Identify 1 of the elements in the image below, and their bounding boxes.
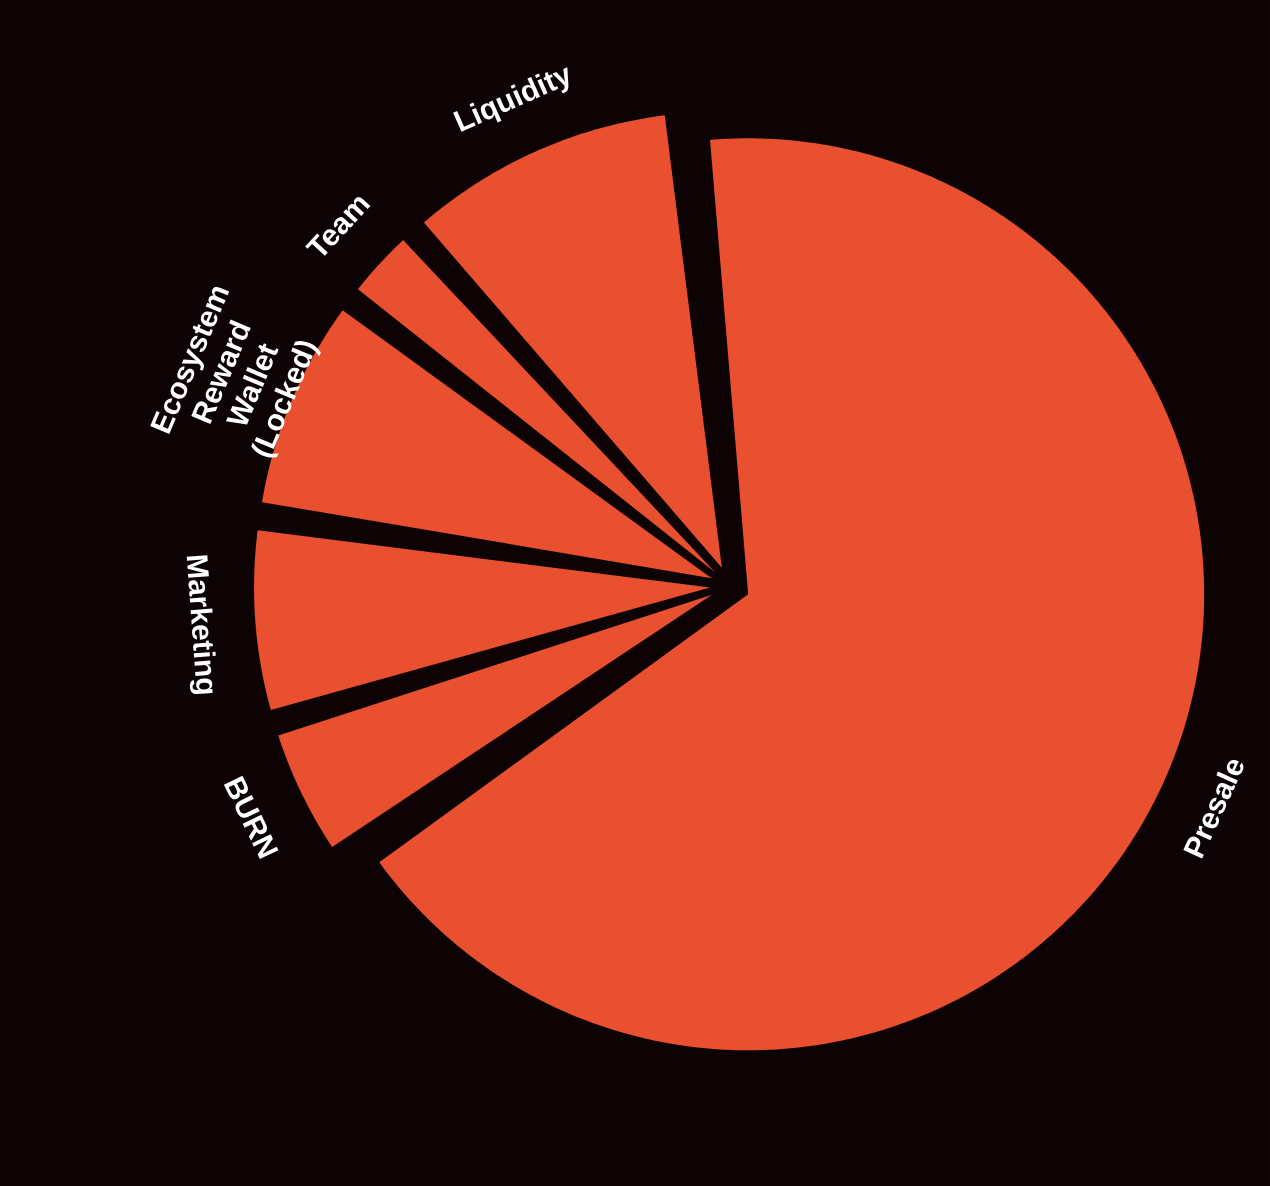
- slice-label: Marketing: [186, 555, 216, 695]
